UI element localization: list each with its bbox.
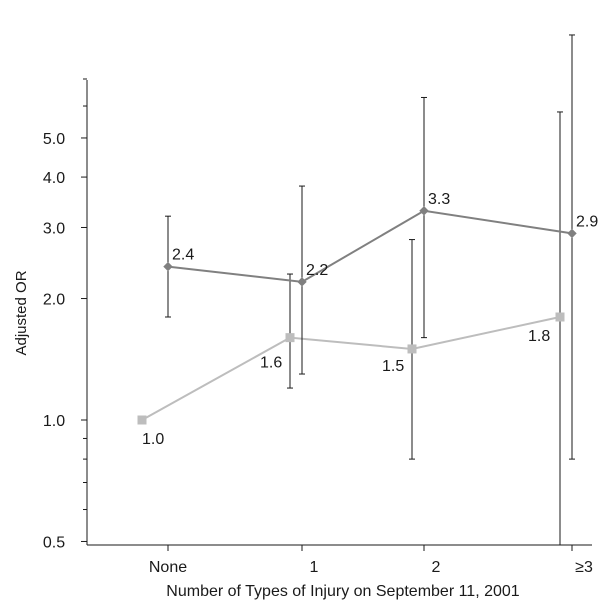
y-tick-label: 0.5 [43, 534, 65, 551]
x-axis-label: Number of Types of Injury on September 1… [166, 583, 519, 600]
data-point [407, 344, 417, 354]
x-tick-label: 2 [432, 559, 441, 576]
data-point [137, 415, 147, 425]
series-line [141, 316, 561, 421]
x-tick-label: None [149, 559, 187, 576]
y-ticks: 0.5 1.0 2.0 3.0 4.0 5.0 [43, 78, 87, 551]
data-point [285, 333, 295, 343]
data-label: 1.5 [382, 358, 404, 375]
data-label: 1.6 [260, 355, 282, 372]
data-point [555, 312, 565, 322]
x-ticks: None 1 2 ≥3 [149, 545, 593, 576]
data-label: 1.8 [528, 328, 550, 345]
y-tick-label: 4.0 [43, 170, 65, 187]
data-label: 2.2 [306, 262, 328, 279]
y-tick-label: 3.0 [43, 220, 65, 237]
series-line [167, 209, 573, 283]
data-point [567, 228, 577, 239]
series-2: 1.0 1.6 1.5 1.8 [137, 111, 565, 545]
data-label: 3.3 [428, 191, 450, 208]
y-tick-label: 2.0 [43, 292, 65, 309]
series-layer: 1.0 1.6 1.5 1.8 2.4 2.2 3.3 2.9 [137, 34, 598, 545]
data-label: 2.9 [576, 213, 598, 230]
y-axis-label: Adjusted OR [13, 270, 30, 355]
data-label: 2.4 [172, 247, 194, 264]
y-tick-label: 1.0 [43, 413, 65, 430]
series-1: 2.4 2.2 3.3 2.9 [163, 34, 598, 460]
x-tick-label: 1 [310, 559, 319, 576]
data-label: 1.0 [142, 431, 164, 448]
data-point [163, 261, 173, 272]
data-point [297, 277, 307, 287]
data-point [419, 206, 429, 216]
x-tick-label: ≥3 [575, 559, 593, 576]
y-tick-label: 5.0 [43, 131, 65, 148]
